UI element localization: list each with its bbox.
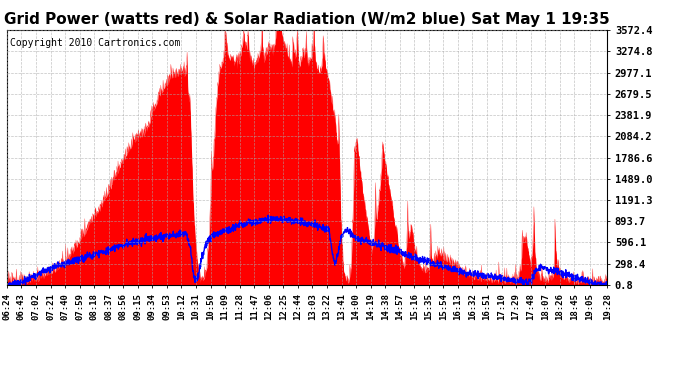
Text: Copyright 2010 Cartronics.com: Copyright 2010 Cartronics.com — [10, 38, 180, 48]
Title: Grid Power (watts red) & Solar Radiation (W/m2 blue) Sat May 1 19:35: Grid Power (watts red) & Solar Radiation… — [4, 12, 610, 27]
